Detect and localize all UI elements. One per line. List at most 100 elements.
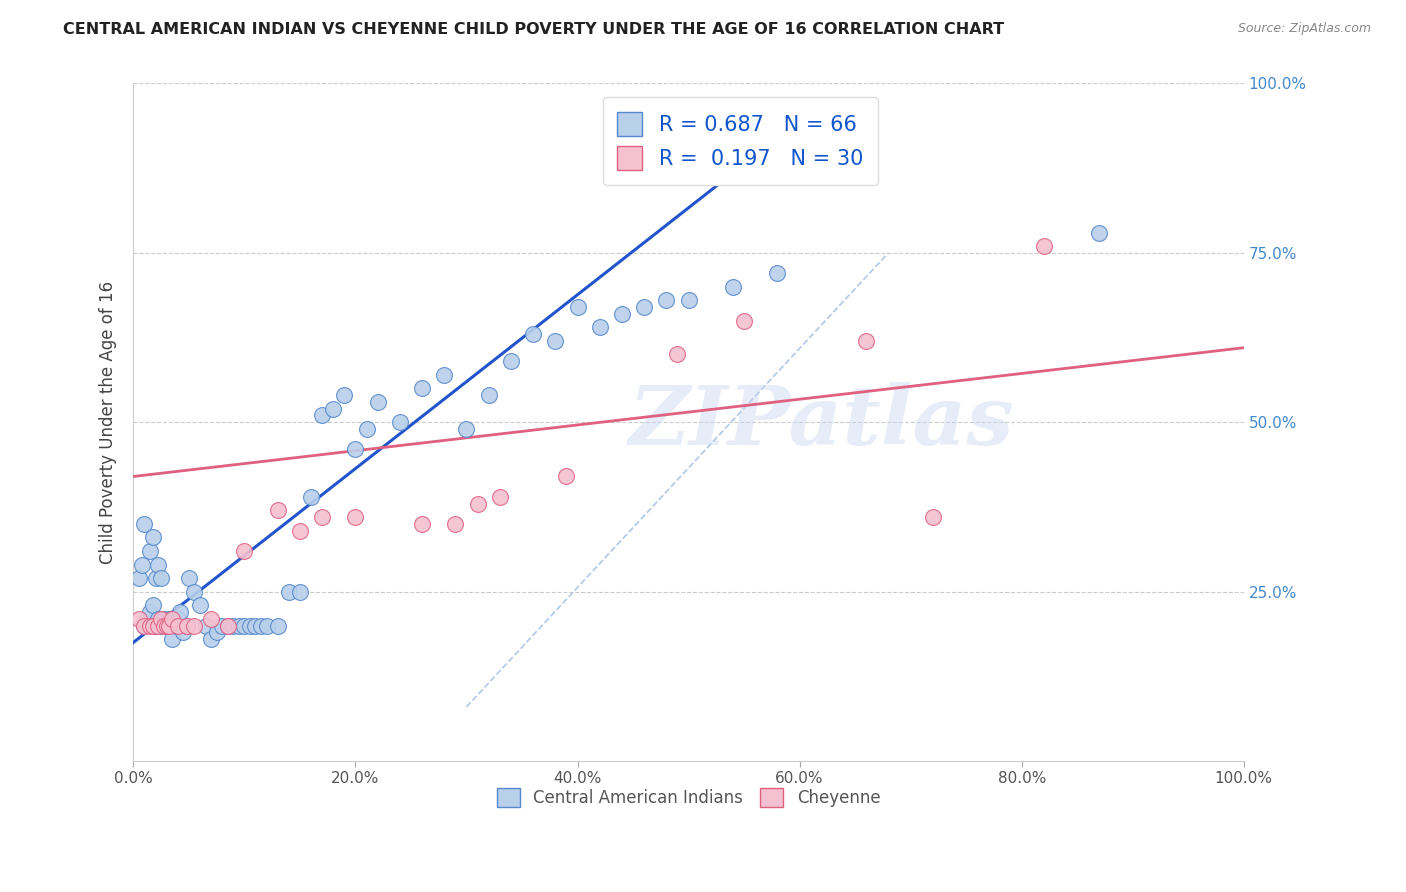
Point xyxy=(200,632,222,646)
Point xyxy=(156,618,179,632)
Point xyxy=(733,313,755,327)
Point xyxy=(128,571,150,585)
Point xyxy=(1088,226,1111,240)
Point xyxy=(456,422,478,436)
Point xyxy=(153,612,176,626)
Text: Source: ZipAtlas.com: Source: ZipAtlas.com xyxy=(1237,22,1371,36)
Point xyxy=(145,618,167,632)
Point xyxy=(146,612,169,626)
Point xyxy=(333,388,356,402)
Point xyxy=(855,334,877,348)
Point xyxy=(233,544,256,558)
Point xyxy=(322,401,344,416)
Text: ZIPatlas: ZIPatlas xyxy=(628,383,1015,462)
Point xyxy=(153,618,176,632)
Point xyxy=(176,618,198,632)
Point xyxy=(217,618,239,632)
Point xyxy=(666,347,689,361)
Point xyxy=(134,516,156,531)
Point xyxy=(478,388,501,402)
Point xyxy=(367,395,389,409)
Point xyxy=(177,571,200,585)
Point xyxy=(288,584,311,599)
Point xyxy=(160,612,183,626)
Point xyxy=(766,266,789,280)
Point xyxy=(567,300,589,314)
Point xyxy=(157,612,180,626)
Point xyxy=(921,510,943,524)
Point xyxy=(256,618,278,632)
Point xyxy=(217,618,239,632)
Point xyxy=(1032,239,1054,253)
Text: CENTRAL AMERICAN INDIAN VS CHEYENNE CHILD POVERTY UNDER THE AGE OF 16 CORRELATIO: CENTRAL AMERICAN INDIAN VS CHEYENNE CHIL… xyxy=(63,22,1004,37)
Y-axis label: Child Poverty Under the Age of 16: Child Poverty Under the Age of 16 xyxy=(100,281,117,564)
Point xyxy=(250,618,273,632)
Point xyxy=(267,618,290,632)
Point xyxy=(245,618,267,632)
Point xyxy=(166,612,188,626)
Point xyxy=(444,516,467,531)
Point xyxy=(183,618,205,632)
Point xyxy=(150,571,173,585)
Point xyxy=(678,293,700,308)
Point xyxy=(200,612,222,626)
Point xyxy=(150,618,173,632)
Point xyxy=(522,327,544,342)
Point xyxy=(311,409,333,423)
Point xyxy=(166,618,188,632)
Point xyxy=(146,558,169,572)
Point xyxy=(205,625,228,640)
Point xyxy=(311,510,333,524)
Point xyxy=(183,584,205,599)
Point xyxy=(194,618,217,632)
Point xyxy=(288,524,311,538)
Point xyxy=(589,320,612,334)
Point xyxy=(176,618,198,632)
Point xyxy=(356,422,378,436)
Point xyxy=(169,605,191,619)
Point xyxy=(139,544,162,558)
Point xyxy=(134,618,156,632)
Point xyxy=(188,598,211,612)
Point xyxy=(172,625,194,640)
Point xyxy=(267,503,290,517)
Point xyxy=(655,293,678,308)
Point xyxy=(299,490,322,504)
Point xyxy=(239,618,262,632)
Point xyxy=(165,618,187,632)
Point xyxy=(145,571,167,585)
Point xyxy=(131,558,153,572)
Point xyxy=(134,618,156,632)
Point xyxy=(135,612,157,626)
Point xyxy=(146,618,169,632)
Point xyxy=(139,618,162,632)
Point xyxy=(467,497,489,511)
Point xyxy=(142,531,165,545)
Point xyxy=(211,618,233,632)
Point xyxy=(160,632,183,646)
Point xyxy=(411,516,433,531)
Point xyxy=(633,300,655,314)
Point xyxy=(142,598,165,612)
Point xyxy=(488,490,510,504)
Point xyxy=(388,415,411,429)
Point xyxy=(344,510,367,524)
Point xyxy=(142,618,165,632)
Point xyxy=(128,612,150,626)
Point xyxy=(150,612,173,626)
Legend: Central American Indians, Cheyenne: Central American Indians, Cheyenne xyxy=(491,781,887,814)
Point xyxy=(499,354,522,368)
Point xyxy=(411,381,433,395)
Point xyxy=(277,584,299,599)
Point xyxy=(610,307,633,321)
Point xyxy=(233,618,256,632)
Point xyxy=(157,618,180,632)
Point xyxy=(228,618,250,632)
Point xyxy=(721,279,744,293)
Point xyxy=(344,442,367,457)
Point xyxy=(433,368,456,382)
Point xyxy=(156,618,179,632)
Point xyxy=(544,334,567,348)
Point xyxy=(222,618,245,632)
Point xyxy=(139,605,162,619)
